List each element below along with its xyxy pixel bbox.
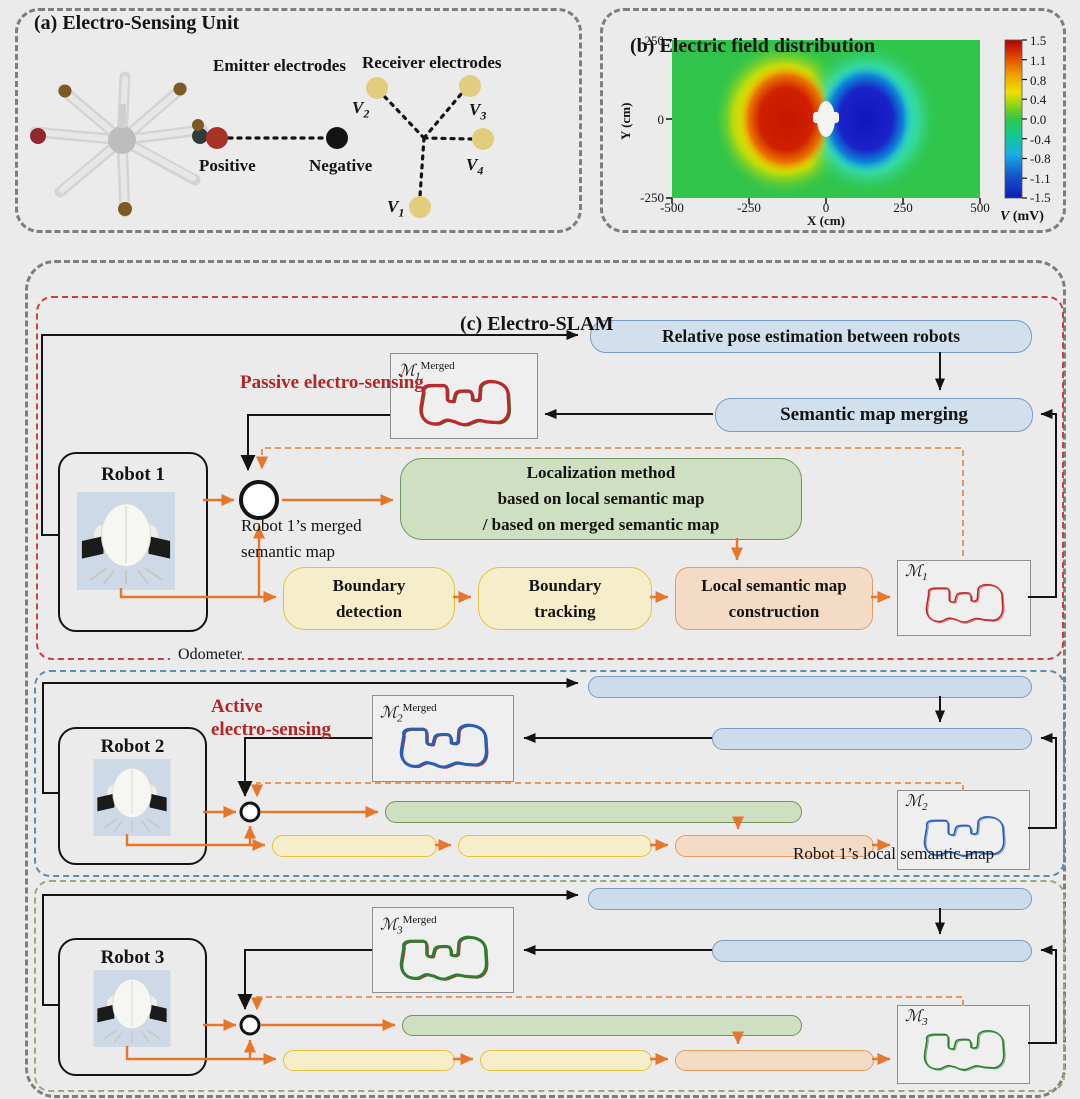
b-xtick-n500: -500 [660, 200, 684, 215]
positive-label: Positive [199, 156, 256, 175]
active-sensing-label: Active electro-sensing [211, 696, 331, 740]
robot2-photo [88, 759, 176, 836]
boundary-detection-box: Boundary detection [283, 567, 455, 630]
robot1-title: Robot 1 [101, 464, 165, 485]
v2-label: V2 [352, 98, 370, 121]
negative-label: Negative [309, 156, 373, 175]
b-cbtick-1: 1.1 [1030, 53, 1047, 68]
colorbar [1004, 39, 1023, 199]
v4-label: V4 [466, 155, 484, 178]
b-cbtick-2: 0.8 [1030, 73, 1047, 88]
b-xtick-n250: -250 [737, 200, 761, 215]
receiver-dot-v4 [472, 128, 494, 150]
receiver-label: Receiver electrodes [362, 53, 502, 72]
r3-map-merging-pill [712, 940, 1032, 962]
map-merging-box: Semantic map merging [715, 398, 1033, 432]
panel-b-title: (b) Electric field distribution [630, 35, 875, 57]
panel-b [600, 8, 1066, 233]
b-colorbar-label: V (mV) [1000, 209, 1044, 224]
robot3-title: Robot 3 [100, 947, 165, 968]
r3-boundary-tracking-pill [480, 1050, 652, 1071]
b-xtick-250: 250 [893, 200, 913, 215]
m1-local-map: ℳ1 [897, 560, 1031, 636]
b-xlabel: X (cm) [807, 213, 845, 228]
m3-merged-map: ℳ3Merged [372, 907, 514, 993]
b-cbtick-3: 0.4 [1030, 92, 1047, 107]
b-ytick-250: 250 [644, 33, 665, 48]
b-cbtick-0: 1.5 [1030, 33, 1047, 48]
r2-localization-pill [385, 801, 802, 823]
r3-boundary-detection-pill [283, 1050, 455, 1071]
positive-electrode-tip [30, 128, 46, 144]
panel-a-title: (a) Electro-Sensing Unit [34, 12, 240, 34]
b-xtick-500: 500 [970, 200, 990, 215]
emitter-label: Emitter electrodes [213, 56, 346, 75]
robot3-photo [88, 970, 176, 1047]
b-cbtick-5: -0.4 [1030, 132, 1051, 147]
local-map-caption: Robot 1’s local semantic map [793, 844, 995, 863]
negative-dot [326, 127, 348, 149]
robot-silhouette [813, 101, 839, 137]
sensing-unit-device [29, 71, 209, 218]
negative-electrode-tip [192, 128, 208, 144]
r3-localization-pill [402, 1015, 802, 1036]
m1-merged-map: ℳ1Merged [390, 353, 538, 439]
b-ylabel: Y (cm) [618, 102, 633, 140]
odometer-label: Odometer [170, 646, 242, 664]
r3-local-map-pill [675, 1050, 874, 1071]
merged-map-caption: Robot 1’s merged semantic map [241, 516, 362, 561]
b-ytick-n250: -250 [640, 190, 664, 205]
b-ytick-0: 0 [657, 112, 665, 127]
receiver-dot-v1 [409, 196, 431, 218]
robot3-box: Robot 3 [58, 938, 207, 1076]
robot1-box: Robot 1 [58, 452, 208, 632]
m3-local-map: ℳ3 [897, 1005, 1030, 1084]
panel-c-title: (c) Electro-SLAM [460, 313, 614, 335]
panel-c [25, 260, 1066, 1098]
boundary-tracking-box: Boundary tracking [478, 567, 652, 630]
robot1-section [36, 296, 1064, 660]
receiver-dot-v3 [459, 75, 481, 97]
robot2-title: Robot 2 [100, 736, 165, 757]
robot1-photo [73, 492, 179, 590]
r2-boundary-detection-pill [272, 835, 437, 857]
panel-a [15, 8, 582, 233]
passive-sensing-label: Passive electro-sensing [240, 372, 424, 393]
r2-boundary-tracking-pill [458, 835, 652, 857]
m2-local-map: ℳ2 [897, 790, 1030, 870]
r2-relative-pose-pill [588, 676, 1032, 698]
b-xtick-0: 0 [822, 200, 830, 215]
local-map-construction-box: Local semantic map construction [675, 567, 873, 630]
r3-relative-pose-pill [588, 888, 1032, 910]
receiver-dot-v2 [366, 77, 388, 99]
b-cbtick-6: -0.8 [1030, 151, 1051, 166]
robot3-section [34, 880, 1065, 1092]
relative-pose-box: Relative pose estimation between robots [590, 320, 1032, 353]
v3-label: V3 [469, 100, 487, 123]
v1-label: V1 [387, 197, 405, 220]
positive-dot [206, 127, 228, 149]
field-heatmap [666, 39, 1027, 204]
b-cbtick-8: -1.5 [1030, 190, 1051, 205]
robot2-box: Robot 2 [58, 727, 207, 865]
robot2-section [34, 670, 1065, 877]
b-cbtick-7: -1.1 [1030, 171, 1051, 186]
b-cbtick-4: 0.0 [1030, 112, 1047, 127]
electrode-diagram [206, 75, 494, 218]
